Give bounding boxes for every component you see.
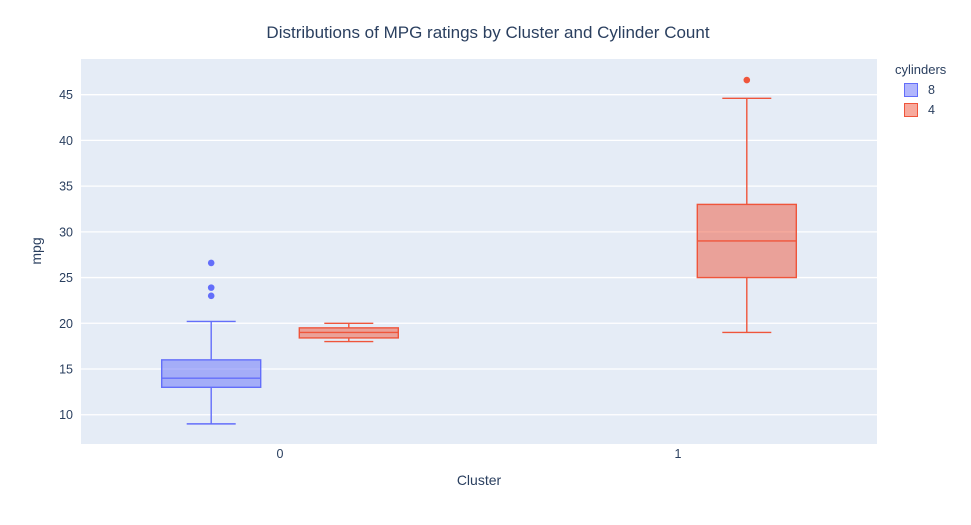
legend-item-cylinders-8[interactable]: 8 [893, 83, 946, 97]
outlier-point-cyl8-cluster0-26.6[interactable] [207, 259, 215, 267]
y-tick-label-30: 30 [59, 225, 73, 239]
y-tick-label-15: 15 [59, 363, 73, 377]
y-tick-label-20: 20 [59, 317, 73, 331]
x-tick-label-0: 0 [277, 447, 284, 461]
y-tick-label-40: 40 [59, 134, 73, 148]
legend-title: cylinders [895, 62, 947, 77]
y-tick-label-10: 10 [59, 408, 73, 422]
outlier-point-cyl8-cluster0-23.9[interactable] [207, 284, 215, 291]
legend: cylinders 8 4 [893, 62, 946, 123]
legend-swatch-4 [904, 103, 918, 117]
y-tick-label-35: 35 [59, 180, 73, 194]
y-tick-label-45: 45 [59, 88, 73, 102]
legend-label-8: 8 [928, 83, 935, 97]
box-cyl8-cluster0[interactable] [160, 359, 262, 389]
chart-title: Distributions of MPG ratings by Cluster … [266, 23, 710, 42]
outlier-point-cyl8-cluster0-23[interactable] [207, 292, 215, 300]
x-tick-label-1: 1 [675, 447, 682, 461]
y-axis-title: mpg [28, 237, 44, 265]
y-tick-label-25: 25 [59, 271, 73, 285]
legend-item-cylinders-4[interactable]: 4 [893, 103, 946, 117]
x-axis-title: Cluster [456, 472, 502, 488]
legend-label-4: 4 [928, 103, 935, 117]
outlier-point-cyl4-cluster1-46.6[interactable] [743, 76, 751, 84]
legend-swatch-8 [904, 83, 918, 97]
